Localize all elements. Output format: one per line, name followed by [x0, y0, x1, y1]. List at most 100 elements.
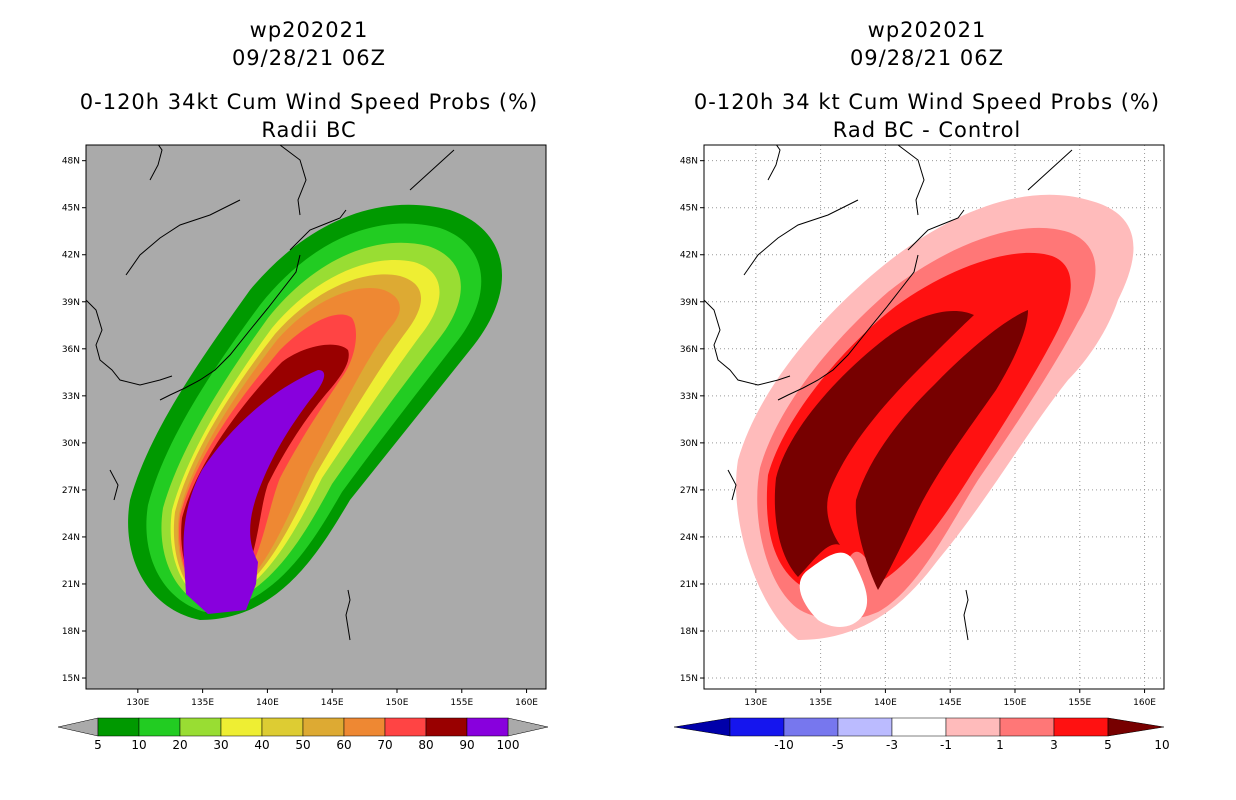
- axes: 130E 135E 140E 145E 150E 155E 160E 15N 18N 21N 24N…: [680, 157, 1156, 708]
- colorbar-end-left: [673, 717, 731, 737]
- colorbar-swatch: [891, 717, 947, 737]
- x-tick-label: 135E: [809, 698, 832, 708]
- colorbar-swatch: [343, 717, 386, 737]
- colorbar-label: 1: [996, 738, 1004, 752]
- left-map-svg: 130E 135E 140E 145E 150E 155E 160E 15N 18N 21N 24N…: [57, 144, 549, 752]
- colorbar-end-left: [57, 717, 99, 737]
- colorbar-swatch: [425, 717, 468, 737]
- y-tick-label: 24N: [62, 533, 80, 543]
- map-frame: [85, 144, 547, 690]
- colorbar: -10 -5 -3 -1 1 3 5 10: [673, 717, 1170, 752]
- axes: 130E 135E 140E 145E 150E 155E 160E 15N 18N 21N 24N…: [62, 157, 538, 708]
- colorbar-label: 30: [213, 738, 228, 752]
- storm-id: wp202021: [249, 18, 369, 42]
- left-panel: wp202021 09/28/21 06Z 0-120h 34kt Cum Wi…: [57, 18, 549, 752]
- x-tick-label: 160E: [515, 698, 538, 708]
- colorbar-label: 90: [459, 738, 474, 752]
- coastlines: [86, 145, 455, 641]
- y-tick-label: 30N: [62, 439, 80, 449]
- colorbar-swatch: [729, 717, 785, 737]
- colorbar-label: -10: [774, 738, 794, 752]
- y-tick-label: 21N: [680, 580, 698, 590]
- difference-contours: [736, 194, 1134, 640]
- colorbar-swatch: [138, 717, 181, 737]
- y-tick-label: 27N: [680, 486, 698, 496]
- y-tick-label: 36N: [62, 345, 80, 355]
- colorbar-label: 5: [1104, 738, 1112, 752]
- y-tick-label: 33N: [680, 392, 698, 402]
- y-tick-label: 15N: [62, 674, 80, 684]
- colorbar-swatch: [1053, 717, 1109, 737]
- y-tick-label: 18N: [62, 627, 80, 637]
- colorbar-swatch: [999, 717, 1055, 737]
- x-tick-label: 155E: [1068, 698, 1091, 708]
- colorbar-label: -1: [940, 738, 952, 752]
- x-tick-label: 140E: [256, 698, 279, 708]
- map-frame: [703, 144, 1165, 690]
- x-tick-label: 145E: [321, 698, 344, 708]
- colorbar-label: 80: [418, 738, 433, 752]
- y-tick-label: 42N: [62, 251, 80, 261]
- right-map-svg: 130E 135E 140E 145E 150E 155E 160E 15N 18N 21N 24N…: [673, 144, 1170, 752]
- colorbar-swatch: [220, 717, 263, 737]
- x-tick-label: 145E: [939, 698, 962, 708]
- x-tick-label: 130E: [126, 698, 149, 708]
- y-tick-label: 27N: [62, 486, 80, 496]
- x-tick-label: 135E: [191, 698, 214, 708]
- probability-contours: [128, 204, 503, 620]
- y-tick-label: 42N: [680, 251, 698, 261]
- chart-subtitle: Radii BC: [261, 118, 357, 142]
- colorbar-swatch: [179, 717, 222, 737]
- right-panel: wp202021 09/28/21 06Z 0-120h 34 kt Cum W…: [618, 0, 1236, 800]
- colorbar-label: 10: [131, 738, 146, 752]
- colorbar-swatch: [384, 717, 427, 737]
- x-tick-label: 140E: [874, 698, 897, 708]
- colorbar-swatch: [837, 717, 893, 737]
- y-tick-label: 33N: [62, 392, 80, 402]
- y-tick-label: 18N: [680, 627, 698, 637]
- colorbar-swatch: [97, 717, 140, 737]
- colorbar-label: 40: [254, 738, 269, 752]
- colorbar-end-right: [1107, 717, 1165, 737]
- colorbar-label: 50: [295, 738, 310, 752]
- colorbar-label: -3: [886, 738, 898, 752]
- y-tick-label: 45N: [680, 204, 698, 214]
- colorbar-swatch: [302, 717, 345, 737]
- y-tick-label: 24N: [680, 533, 698, 543]
- chart-subtitle: Rad BC - Control: [832, 118, 1022, 142]
- colorbar-swatch: [783, 717, 839, 737]
- y-tick-label: 45N: [62, 204, 80, 214]
- colorbar-label: 3: [1050, 738, 1058, 752]
- y-tick-label: 36N: [680, 345, 698, 355]
- colorbar-label: 100: [497, 738, 520, 752]
- chart-title: 0-120h 34 kt Cum Wind Speed Probs (%): [693, 90, 1161, 114]
- colorbar-swatch: [261, 717, 304, 737]
- colorbar-label: 5: [94, 738, 102, 752]
- y-tick-label: 39N: [680, 298, 698, 308]
- colorbar-swatch: [466, 717, 509, 737]
- colorbar-swatch: [945, 717, 1001, 737]
- y-tick-label: 30N: [680, 439, 698, 449]
- colorbar-label: 20: [172, 738, 187, 752]
- colorbar-label: 10: [1154, 738, 1169, 752]
- datetime: 09/28/21 06Z: [231, 46, 387, 70]
- y-tick-label: 15N: [680, 674, 698, 684]
- y-tick-label: 21N: [62, 580, 80, 590]
- x-tick-label: 150E: [1004, 698, 1027, 708]
- colorbar-label: -5: [832, 738, 844, 752]
- colorbar-label: 70: [377, 738, 392, 752]
- x-tick-label: 150E: [386, 698, 409, 708]
- datetime: 09/28/21 06Z: [849, 46, 1005, 70]
- y-tick-label: 48N: [680, 157, 698, 167]
- x-tick-label: 130E: [744, 698, 767, 708]
- x-tick-label: 155E: [450, 698, 473, 708]
- colorbar: 5 10 20 30 40 50 60 70 80 90 100: [57, 717, 549, 752]
- colorbar-label: 60: [336, 738, 351, 752]
- y-tick-label: 39N: [62, 298, 80, 308]
- storm-id: wp202021: [867, 18, 987, 42]
- y-tick-label: 48N: [62, 157, 80, 167]
- coastlines: [704, 145, 1073, 641]
- chart-title: 0-120h 34kt Cum Wind Speed Probs (%): [79, 90, 539, 114]
- x-tick-label: 160E: [1133, 698, 1156, 708]
- colorbar-end-right: [507, 717, 549, 737]
